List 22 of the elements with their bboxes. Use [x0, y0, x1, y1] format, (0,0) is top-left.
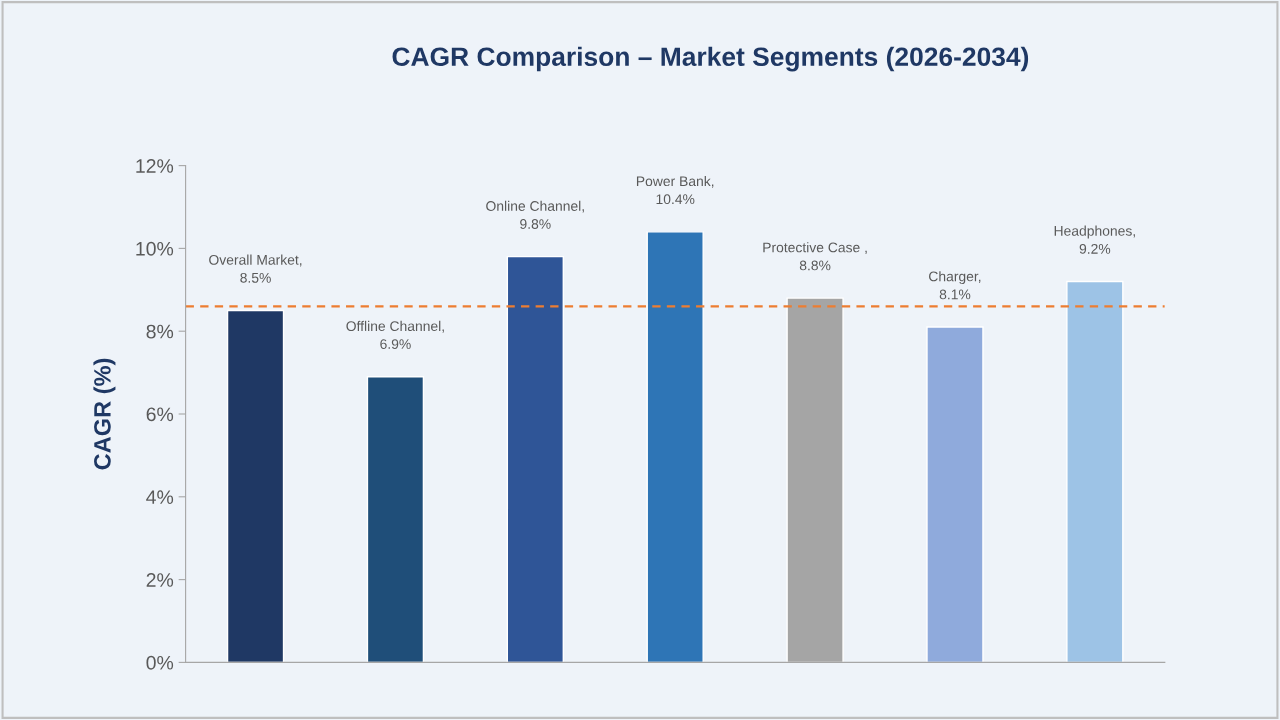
data-label: Overall Market, 8.5%	[209, 254, 302, 283]
bar	[646, 231, 704, 663]
bar	[366, 376, 425, 663]
data-label: Charger, 8.1%	[929, 271, 981, 300]
data-label: Power Bank, 10.4%	[636, 175, 714, 205]
y-tick-label: 10%	[136, 241, 174, 256]
y-axis-title: CAGR (%)	[93, 358, 116, 470]
data-label: Online Channel, 9.8%	[486, 200, 584, 229]
bar	[506, 255, 564, 663]
data-label: Offline Channel, 6.9%	[346, 320, 444, 349]
data-label: Headphones, 9.2%	[1054, 225, 1135, 254]
bar	[226, 309, 285, 663]
y-tick-label: 2%	[146, 573, 174, 587]
y-tick-label: 4%	[146, 490, 174, 504]
bar	[926, 326, 984, 663]
data-label: Protective Case , 8.8%	[763, 242, 867, 271]
chart-title: CAGR Comparison – Market Segments (2026-2034)	[392, 46, 1029, 72]
y-tick-label: 8%	[146, 324, 174, 339]
y-tick-label: 6%	[146, 407, 174, 422]
y-tick-label: 12%	[136, 159, 174, 173]
bar	[1066, 280, 1124, 663]
y-tick-label: 0%	[146, 655, 174, 670]
